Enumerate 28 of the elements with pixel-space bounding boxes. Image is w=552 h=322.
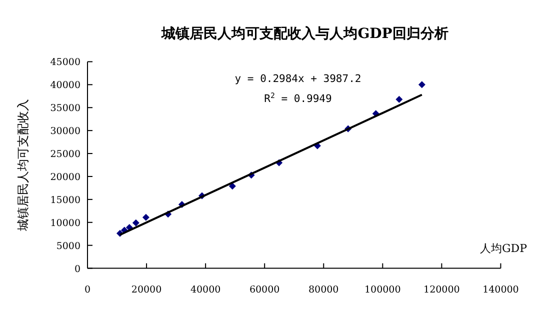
y-tick-label: 15000 <box>50 194 80 206</box>
y-tick-label: 30000 <box>50 126 80 138</box>
point <box>228 182 236 190</box>
x-tick-label: 60000 <box>249 284 280 296</box>
y-tick-label: 40000 <box>50 80 80 92</box>
x-tick-label: 140000 <box>482 284 519 296</box>
point <box>418 81 426 88</box>
x-tick-label: 100000 <box>364 284 401 296</box>
y-axis-title: 城镇居民人均可支配收入 <box>16 99 30 232</box>
annotation: R$^{2}$ = 0.9949 <box>264 90 332 105</box>
y-tick-label: 5000 <box>56 240 80 252</box>
x-tick-label: 120000 <box>424 284 460 296</box>
point <box>142 214 150 221</box>
x-tick-label: 0 <box>84 284 91 296</box>
point <box>132 219 140 226</box>
y-tick-label: 45000 <box>50 57 80 68</box>
x-axis-title: 人均GDP <box>480 242 528 255</box>
y-tick-label: 35000 <box>50 103 80 114</box>
annotation: y = 0.2984x + 3987.2 <box>234 73 362 85</box>
point <box>396 96 403 103</box>
y-tick-label: 10000 <box>50 218 80 229</box>
x-tick-label: 40000 <box>190 284 221 296</box>
y-tick-label: 20000 <box>50 172 80 183</box>
y-tick-label: 25000 <box>50 149 80 160</box>
chart-title: 城镇居民人均可支配收入与人均GDP回归分析 <box>160 26 448 42</box>
x-tick-label: 20000 <box>131 284 162 296</box>
x-tick-label: 80000 <box>308 284 339 296</box>
y-tick-label: 0 <box>74 264 80 275</box>
